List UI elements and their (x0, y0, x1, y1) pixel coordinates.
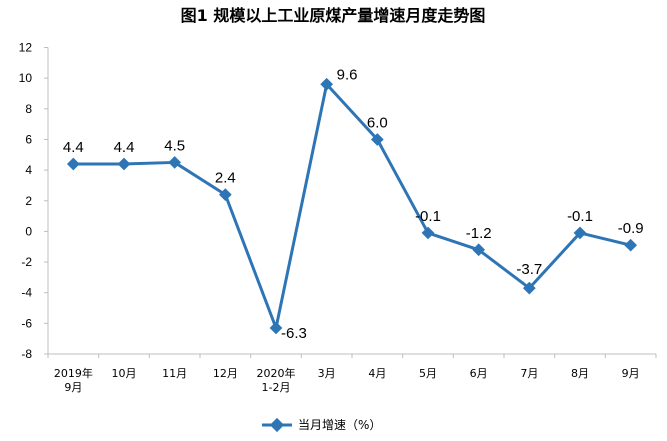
chart-legend: 当月增速（%） (262, 417, 381, 433)
data-label: -0.9 (618, 220, 644, 237)
data-point (472, 243, 486, 257)
x-tick-label: 3月 (318, 367, 336, 380)
x-tick-label: 9月 (622, 367, 640, 380)
data-label: -1.2 (466, 225, 492, 242)
data-label: -0.1 (415, 208, 441, 225)
data-label: 4.5 (164, 137, 185, 154)
x-tick-label: 5月 (419, 367, 437, 380)
y-tick-label: 10 (19, 71, 33, 85)
y-tick-label: -8 (21, 347, 32, 361)
data-point (218, 188, 232, 201)
data-label: 2.4 (215, 170, 236, 187)
chart-axes: -8 -6 -4 -2 0 2 4 6 8 10 12 2019年 9月 10月 11月 12月 2020年 1-… (19, 41, 657, 394)
y-tick-label: -6 (21, 316, 32, 330)
x-tick-label: 10月 (112, 367, 137, 380)
data-label: -3.7 (516, 261, 542, 278)
data-label: 4.4 (114, 139, 135, 156)
y-tick-label: 0 (25, 224, 32, 238)
x-tick-label: 4月 (368, 367, 386, 380)
x-tick-label: 11月 (162, 367, 187, 380)
x-tick-label: 12月 (213, 367, 238, 380)
x-tick-label: 2019年 9月 (54, 366, 93, 394)
data-point (117, 157, 131, 171)
data-point (320, 77, 334, 91)
chart-title: 图1 规模以上工业原煤产量增速月度走势图 (181, 6, 486, 25)
x-tick-label: 2020年 1-2月 (257, 366, 296, 394)
x-tick-label: 6月 (470, 367, 488, 380)
data-label: 9.6 (337, 66, 358, 83)
data-label: 6.0 (367, 114, 388, 131)
data-point (370, 133, 384, 146)
y-tick-label: 12 (19, 41, 33, 55)
x-tick-label: 8月 (571, 367, 589, 380)
y-tick-label: 6 (25, 132, 32, 146)
chart-series: 4.4 4.4 4.5 2.4 -6.3 9.6 6.0 -0.1 -1.2 -3.7 -0.1 -0… (63, 66, 644, 342)
legend-marker (269, 417, 285, 433)
x-tick-label: 7月 (520, 367, 538, 380)
data-point (421, 226, 435, 240)
data-point (66, 157, 80, 171)
data-point (624, 238, 638, 252)
data-label: 4.4 (63, 139, 84, 156)
data-label: -0.1 (567, 208, 593, 225)
legend-label: 当月增速（%） (298, 418, 381, 432)
data-label: -6.3 (281, 325, 307, 342)
y-tick-label: -2 (21, 255, 32, 269)
series-line (73, 82, 632, 330)
y-tick-label: 8 (25, 102, 32, 116)
data-point (269, 321, 283, 335)
y-tick-label: 2 (25, 194, 32, 208)
y-tick-label: 4 (25, 163, 32, 177)
y-tick-label: -4 (21, 286, 32, 300)
data-point (168, 156, 182, 169)
